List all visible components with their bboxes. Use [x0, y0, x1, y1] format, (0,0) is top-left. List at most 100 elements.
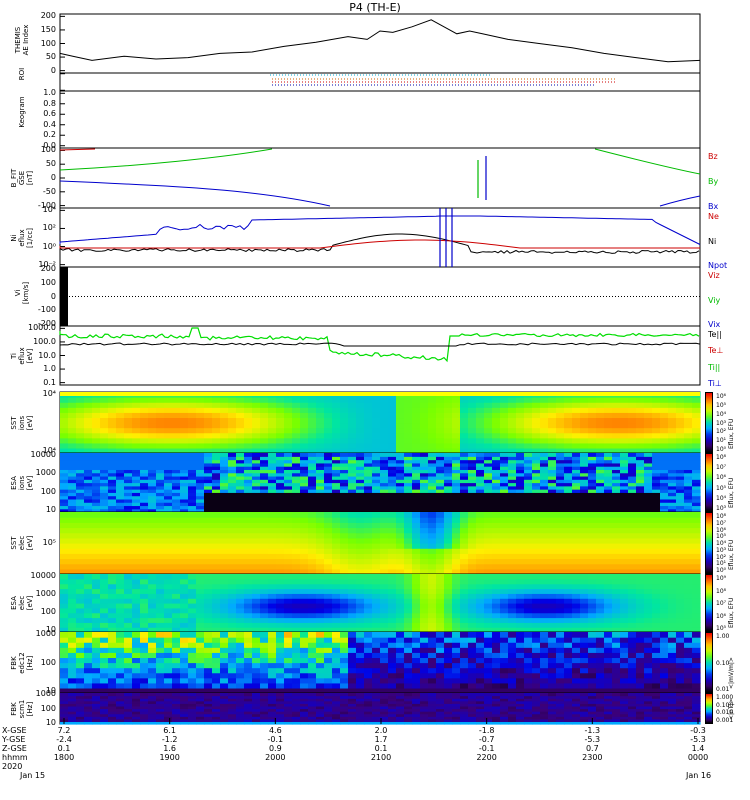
heatmap-cell-esa_ion	[292, 495, 301, 500]
heatmap-cell-sst_elec	[284, 568, 293, 575]
heatmap-cell-esa_elec	[84, 603, 93, 609]
heatmap-cell-sst_elec	[84, 543, 93, 549]
heatmap-cell-sst_ion	[292, 427, 301, 434]
heatmap-cell-esa_elec	[652, 583, 661, 590]
heatmap-cell-esa_elec	[180, 612, 189, 619]
heatmap-cell-esa_ion	[492, 472, 501, 477]
heatmap-cell-sst_elec	[468, 527, 477, 534]
heatmap-cell-esa_ion	[316, 479, 325, 484]
heatmap-cell-esa_ion	[84, 502, 93, 507]
heatmap-cell-esa_ion	[364, 472, 373, 477]
heatmap-cell-sst_elec	[140, 527, 149, 534]
heatmap-cell-sst_elec	[436, 548, 445, 554]
heatmap-cell-sst_ion	[596, 402, 605, 408]
heatmap-cell-esa_ion	[532, 508, 541, 513]
heatmap-cell-sst_ion	[468, 437, 477, 444]
heatmap-cell-fbk_edc	[212, 667, 221, 674]
heatmap-cell-sst_elec	[636, 568, 645, 575]
heatmap-cell-esa_ion	[620, 505, 629, 510]
heatmap-cell-sst_elec	[556, 517, 565, 523]
heatmap-cell-fbk_edc	[340, 652, 349, 659]
heatmap-cell-sst_elec	[604, 522, 613, 529]
heatmap-cell-esa_ion	[476, 485, 485, 490]
heatmap-cell-esa_ion	[572, 508, 581, 513]
heatmap-cell-sst_elec	[492, 517, 501, 523]
heatmap-cell-esa_ion	[636, 479, 645, 484]
heatmap-cell-esa_ion	[332, 498, 341, 503]
heatmap-cell-esa_ion	[644, 508, 653, 513]
heatmap-cell-esa_ion	[588, 505, 597, 510]
heatmap-cell-sst_elec	[332, 558, 341, 565]
heatmap-cell-esa_ion	[124, 466, 133, 470]
heatmap-cell-fbk_edc	[132, 632, 141, 638]
heatmap-cell-esa_ion	[636, 482, 645, 487]
heatmap-cell-sst_elec	[452, 522, 461, 529]
heatmap-cell-sst_elec	[252, 537, 261, 544]
heatmap-cell-sst_elec	[236, 558, 245, 565]
heatmap-cell-sst_elec	[660, 553, 669, 560]
heatmap-cell-esa_ion	[532, 453, 541, 457]
heatmap-cell-esa_elec	[164, 583, 173, 590]
heatmap-cell-esa_elec	[548, 593, 557, 599]
heatmap-cell-sst_ion	[324, 437, 333, 444]
heatmap-cell-sst_elec	[228, 537, 237, 544]
heatmap-cell-esa_ion	[620, 453, 629, 457]
heatmap-cell-sst_ion	[596, 437, 605, 444]
heatmap-cell-sst_elec	[276, 527, 285, 534]
heatmap-cell-esa_ion	[324, 472, 333, 477]
heatmap-cell-sst_elec	[324, 512, 333, 518]
heatmap-cell-sst_ion	[412, 397, 421, 403]
heatmap-cell-esa_ion	[316, 459, 325, 464]
heatmap-cell-esa_elec	[468, 574, 477, 580]
heatmap-cell-fbk_edc	[124, 652, 133, 659]
heatmap-cell-sst_elec	[244, 548, 253, 554]
heatmap-cell-esa_ion	[172, 466, 181, 470]
heatmap-cell-esa_elec	[300, 622, 309, 628]
heatmap-cell-esa_ion	[516, 505, 525, 510]
heatmap-cell-esa_elec	[460, 612, 469, 619]
heatmap-cell-esa_ion	[404, 489, 413, 493]
heatmap-cell-sst_ion	[460, 422, 469, 429]
heatmap-cell-sst_ion	[660, 417, 669, 424]
heatmap-cell-esa_ion	[236, 502, 245, 507]
heatmap-cell-esa_elec	[316, 598, 325, 604]
heatmap-cell-esa_ion	[228, 475, 237, 480]
heatmap-cell-sst_ion	[660, 437, 669, 444]
heatmap-cell-sst_ion	[172, 417, 181, 424]
heatmap-cell-esa_elec	[348, 612, 357, 619]
heatmap-cell-esa_ion	[188, 459, 197, 464]
heatmap-cell-sst_ion	[476, 402, 485, 408]
heatmap-cell-fbk_edc	[404, 642, 413, 648]
heatmap-cell-sst_elec	[540, 532, 549, 539]
heatmap-cell-esa_ion	[268, 462, 277, 467]
heatmap-cell-fbk_edc	[244, 677, 253, 684]
heatmap-cell-esa_ion	[356, 502, 365, 507]
heatmap-cell-esa_ion	[540, 485, 549, 490]
heatmap-cell-esa_ion	[612, 456, 621, 461]
heatmap-cell-sst_elec	[604, 517, 613, 523]
heatmap-cell-esa_elec	[444, 607, 453, 614]
heatmap-cell-fbk_edc	[124, 632, 133, 638]
heatmap-cell-fbk_edc	[92, 667, 101, 674]
heatmap-cell-sst_elec	[140, 553, 149, 560]
heatmap-cell-fbk_edc	[364, 667, 373, 674]
heatmap-cell-fbk_edc	[324, 647, 333, 653]
heatmap-cell-fbk_edc	[84, 632, 93, 638]
heatmap-cell-esa_elec	[420, 593, 429, 599]
heatmap-cell-esa_ion	[348, 489, 357, 493]
heatmap-cell-sst_elec	[92, 543, 101, 549]
heatmap-cell-esa_ion	[380, 485, 389, 490]
heatmap-cell-sst_elec	[476, 522, 485, 529]
heatmap-cell-esa_elec	[644, 607, 653, 614]
heatmap-cell-esa_elec	[292, 574, 301, 580]
heatmap-cell-esa_ion	[124, 492, 133, 497]
heatmap-cell-fbk_edc	[300, 682, 309, 689]
heatmap-cell-sst_elec	[516, 548, 525, 554]
heatmap-cell-fbk_edc	[356, 667, 365, 674]
heatmap-cell-fbk_edc	[428, 652, 437, 659]
heatmap-cell-esa_ion	[476, 472, 485, 477]
heatmap-cell-esa_ion	[340, 475, 349, 480]
heatmap-cell-fbk_edc	[228, 672, 237, 679]
heatmap-cell-sst_elec	[524, 543, 533, 549]
heatmap-cell-esa_ion	[692, 459, 701, 464]
